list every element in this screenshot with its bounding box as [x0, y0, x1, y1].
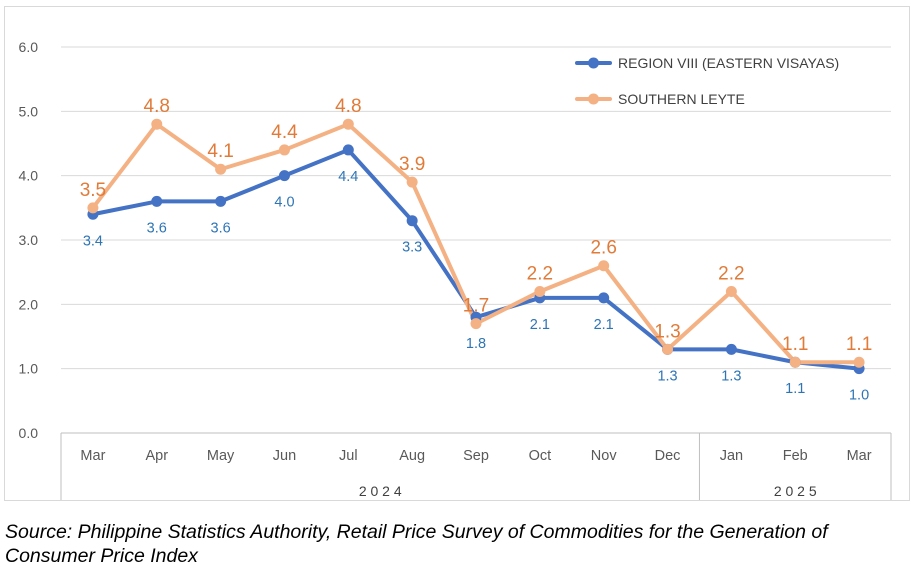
data-point	[215, 163, 227, 175]
data-label: 2.1	[530, 317, 550, 333]
data-point	[406, 176, 418, 188]
data-label: 1.3	[657, 368, 677, 384]
data-label: 3.6	[147, 220, 167, 236]
data-label: 2.2	[718, 263, 744, 284]
legend-label: SOUTHERN LEYTE	[618, 91, 745, 107]
data-label: 1.3	[721, 368, 741, 384]
data-label: 4.8	[144, 96, 170, 117]
x-tick-label: Oct	[529, 448, 552, 464]
x-tick-label: Jan	[720, 448, 743, 464]
data-label: 1.0	[849, 388, 869, 404]
line-chart: 0.0 1.0 2.0 3.0 4.0 5.0 6.0 2 0 2 4 2 0 2 5 Mar Ap…	[19, 39, 892, 500]
data-point	[278, 170, 290, 182]
source-note: Source: Philippine Statistics Authority,…	[5, 521, 828, 567]
data-label: 3.5	[80, 180, 106, 201]
data-label: 3.4	[83, 233, 103, 249]
data-point	[342, 118, 354, 130]
data-label: 2.1	[594, 317, 614, 333]
data-label: 3.3	[402, 240, 422, 256]
x-group-label: 2 0 2 4	[359, 483, 402, 499]
x-tick-label: Mar	[80, 448, 105, 464]
data-point	[342, 144, 354, 156]
x-tick-label: May	[207, 448, 235, 464]
x-tick-label: Jul	[339, 448, 358, 464]
y-tick-label: 0.0	[19, 425, 39, 441]
data-label: 4.8	[335, 96, 361, 117]
y-tick-label: 4.0	[19, 168, 39, 184]
x-group-label: 2 0 2 5	[774, 483, 817, 499]
y-tick-label: 3.0	[19, 232, 39, 248]
data-label: 4.4	[338, 169, 358, 185]
data-label: 4.1	[207, 141, 233, 162]
data-point	[853, 356, 865, 368]
y-tick-label: 1.0	[19, 361, 39, 377]
data-point	[662, 343, 674, 355]
data-label: 1.1	[785, 381, 805, 397]
data-label: 1.3	[654, 321, 680, 342]
legend-swatch-marker	[588, 57, 599, 69]
x-tick-label: Aug	[399, 448, 425, 464]
data-point	[598, 260, 610, 272]
x-tick-label: Apr	[145, 448, 168, 464]
y-tick-label: 6.0	[19, 39, 39, 55]
data-label: 1.1	[846, 334, 872, 355]
data-label: 2.6	[590, 238, 616, 259]
chart-frame: 0.0 1.0 2.0 3.0 4.0 5.0 6.0 2 0 2 4 2 0 2 5 Mar Ap…	[4, 6, 910, 501]
x-tick-label: Nov	[591, 448, 618, 464]
data-label: 1.1	[782, 334, 808, 355]
data-point	[215, 195, 227, 207]
data-label: 3.6	[211, 220, 231, 236]
data-label: 4.4	[271, 122, 298, 143]
x-tick-label: Feb	[783, 448, 808, 464]
data-label: 3.9	[399, 154, 425, 175]
x-tick-label: Mar	[847, 448, 872, 464]
y-tick-label: 2.0	[19, 296, 39, 312]
x-tick-label: Dec	[655, 448, 681, 464]
data-point	[789, 356, 801, 368]
data-point	[725, 285, 737, 297]
data-point	[151, 118, 163, 130]
data-label: 1.7	[463, 296, 489, 317]
data-point	[151, 195, 163, 207]
data-label: 2.2	[527, 263, 553, 284]
data-point	[725, 343, 737, 355]
legend-swatch-marker	[588, 93, 599, 105]
y-tick-label: 5.0	[19, 103, 39, 119]
x-tick-label: Jun	[273, 448, 296, 464]
legend-label: REGION VIII (EASTERN VISAYAS)	[618, 55, 839, 71]
data-point	[470, 318, 482, 330]
data-point	[87, 202, 99, 214]
data-point	[278, 144, 290, 156]
data-point	[534, 285, 546, 297]
data-point	[598, 292, 610, 304]
x-tick-label: Sep	[463, 448, 489, 464]
data-point	[406, 215, 418, 227]
data-label: 4.0	[274, 195, 294, 211]
data-label: 1.8	[466, 336, 486, 352]
